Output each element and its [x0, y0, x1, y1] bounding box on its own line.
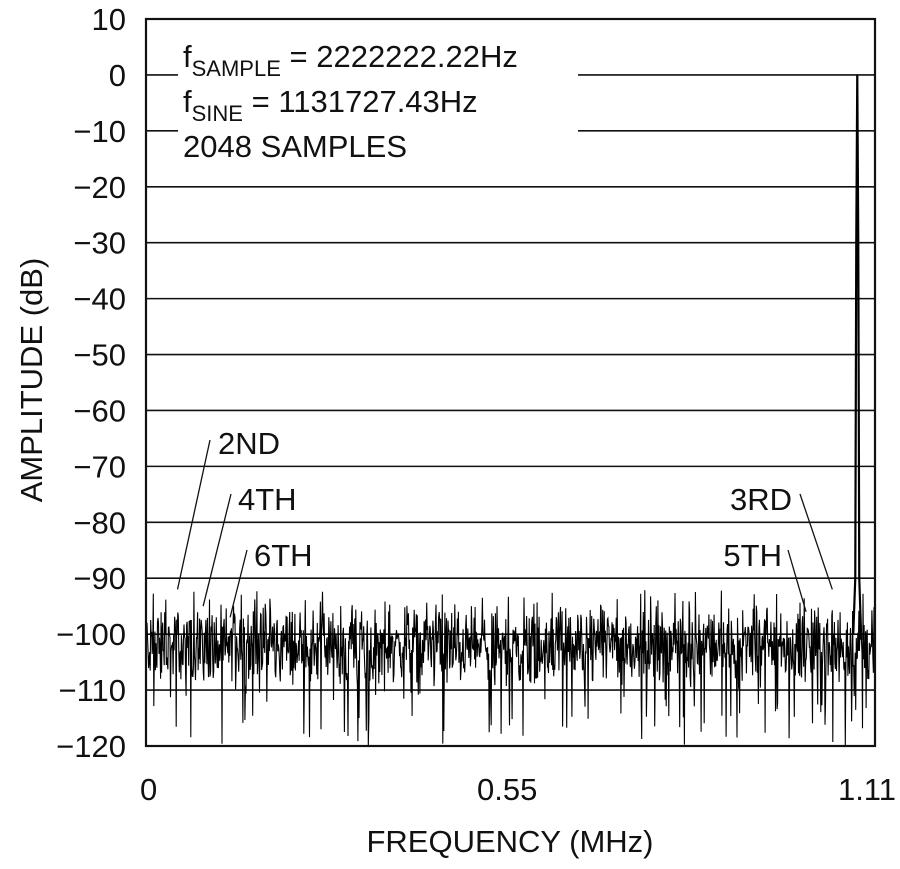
fsample-subscript: SAMPLE	[192, 56, 281, 81]
samples-annotation: 2048 SAMPLES	[183, 129, 407, 164]
fsine-subscript: SINE	[192, 101, 243, 126]
harmonic-leader-4th	[202, 493, 232, 607]
harmonic-label-6th: 6TH	[254, 538, 313, 573]
y-tick-labels: 10 0 −10 −20 −30 −40 −50 −60 −70 −80 −90 −100 −110 −1…	[56, 2, 126, 764]
harmonic-label-5th: 5TH	[723, 538, 782, 573]
annotation-background	[178, 28, 578, 168]
y-tick-label: −90	[73, 561, 126, 596]
harmonic-label-3rd: 3RD	[730, 482, 792, 517]
harmonic-leader-2nd	[176, 439, 211, 590]
y-tick-label: −70	[73, 449, 126, 484]
y-tick-label: −120	[56, 729, 126, 764]
y-tick-label: −60	[73, 393, 126, 428]
plot-border	[144, 17, 877, 748]
harmonic-leader-5th	[787, 549, 807, 612]
x-axis-title: FREQUENCY (MHz)	[366, 824, 653, 859]
fsine-value: = 1131727.43Hz	[243, 84, 478, 119]
y-tick-label: −40	[73, 282, 126, 317]
y-tick-label: −10	[73, 114, 126, 149]
spectrum-trace	[145, 74, 876, 746]
harmonic-leader-6th	[229, 549, 248, 618]
fsine-annotation: fSINE = 1131727.43Hz	[183, 84, 478, 126]
fundamental-peak	[852, 74, 863, 640]
y-tick-label: 10	[92, 2, 126, 37]
y-tick-label: −110	[58, 673, 126, 708]
fsample-annotation: fSAMPLE = 2222222.22Hz	[183, 39, 518, 81]
harmonic-label-2nd: 2ND	[218, 426, 280, 461]
noise-floor-trace	[145, 590, 876, 746]
y-tick-label: −20	[73, 170, 126, 205]
plot-frame	[144, 17, 877, 748]
fsample-prefix: f	[183, 39, 192, 74]
harmonic-leader-3rd	[799, 493, 833, 590]
harmonic-label-4th: 4TH	[238, 482, 297, 517]
x-tick-label: 0.55	[477, 772, 537, 807]
y-tick-label: −50	[73, 338, 126, 373]
annotation-box	[178, 28, 578, 168]
x-tick-labels: 0 0.55 1.11	[140, 772, 896, 807]
y-tick-label: −80	[73, 505, 126, 540]
harmonic-labels: 2ND 4TH 6TH 3RD 5TH	[176, 426, 833, 618]
y-tick-label: −30	[73, 226, 126, 261]
fsample-value: = 2222222.22Hz	[281, 39, 518, 74]
y-tick-label: 0	[109, 58, 126, 93]
y-tick-label: −100	[56, 617, 126, 652]
y-axis-title: AMPLITUDE (dB)	[14, 258, 49, 503]
x-tick-label: 1.11	[838, 772, 896, 807]
fsine-prefix: f	[183, 84, 192, 119]
x-tick-label: 0	[140, 772, 157, 807]
